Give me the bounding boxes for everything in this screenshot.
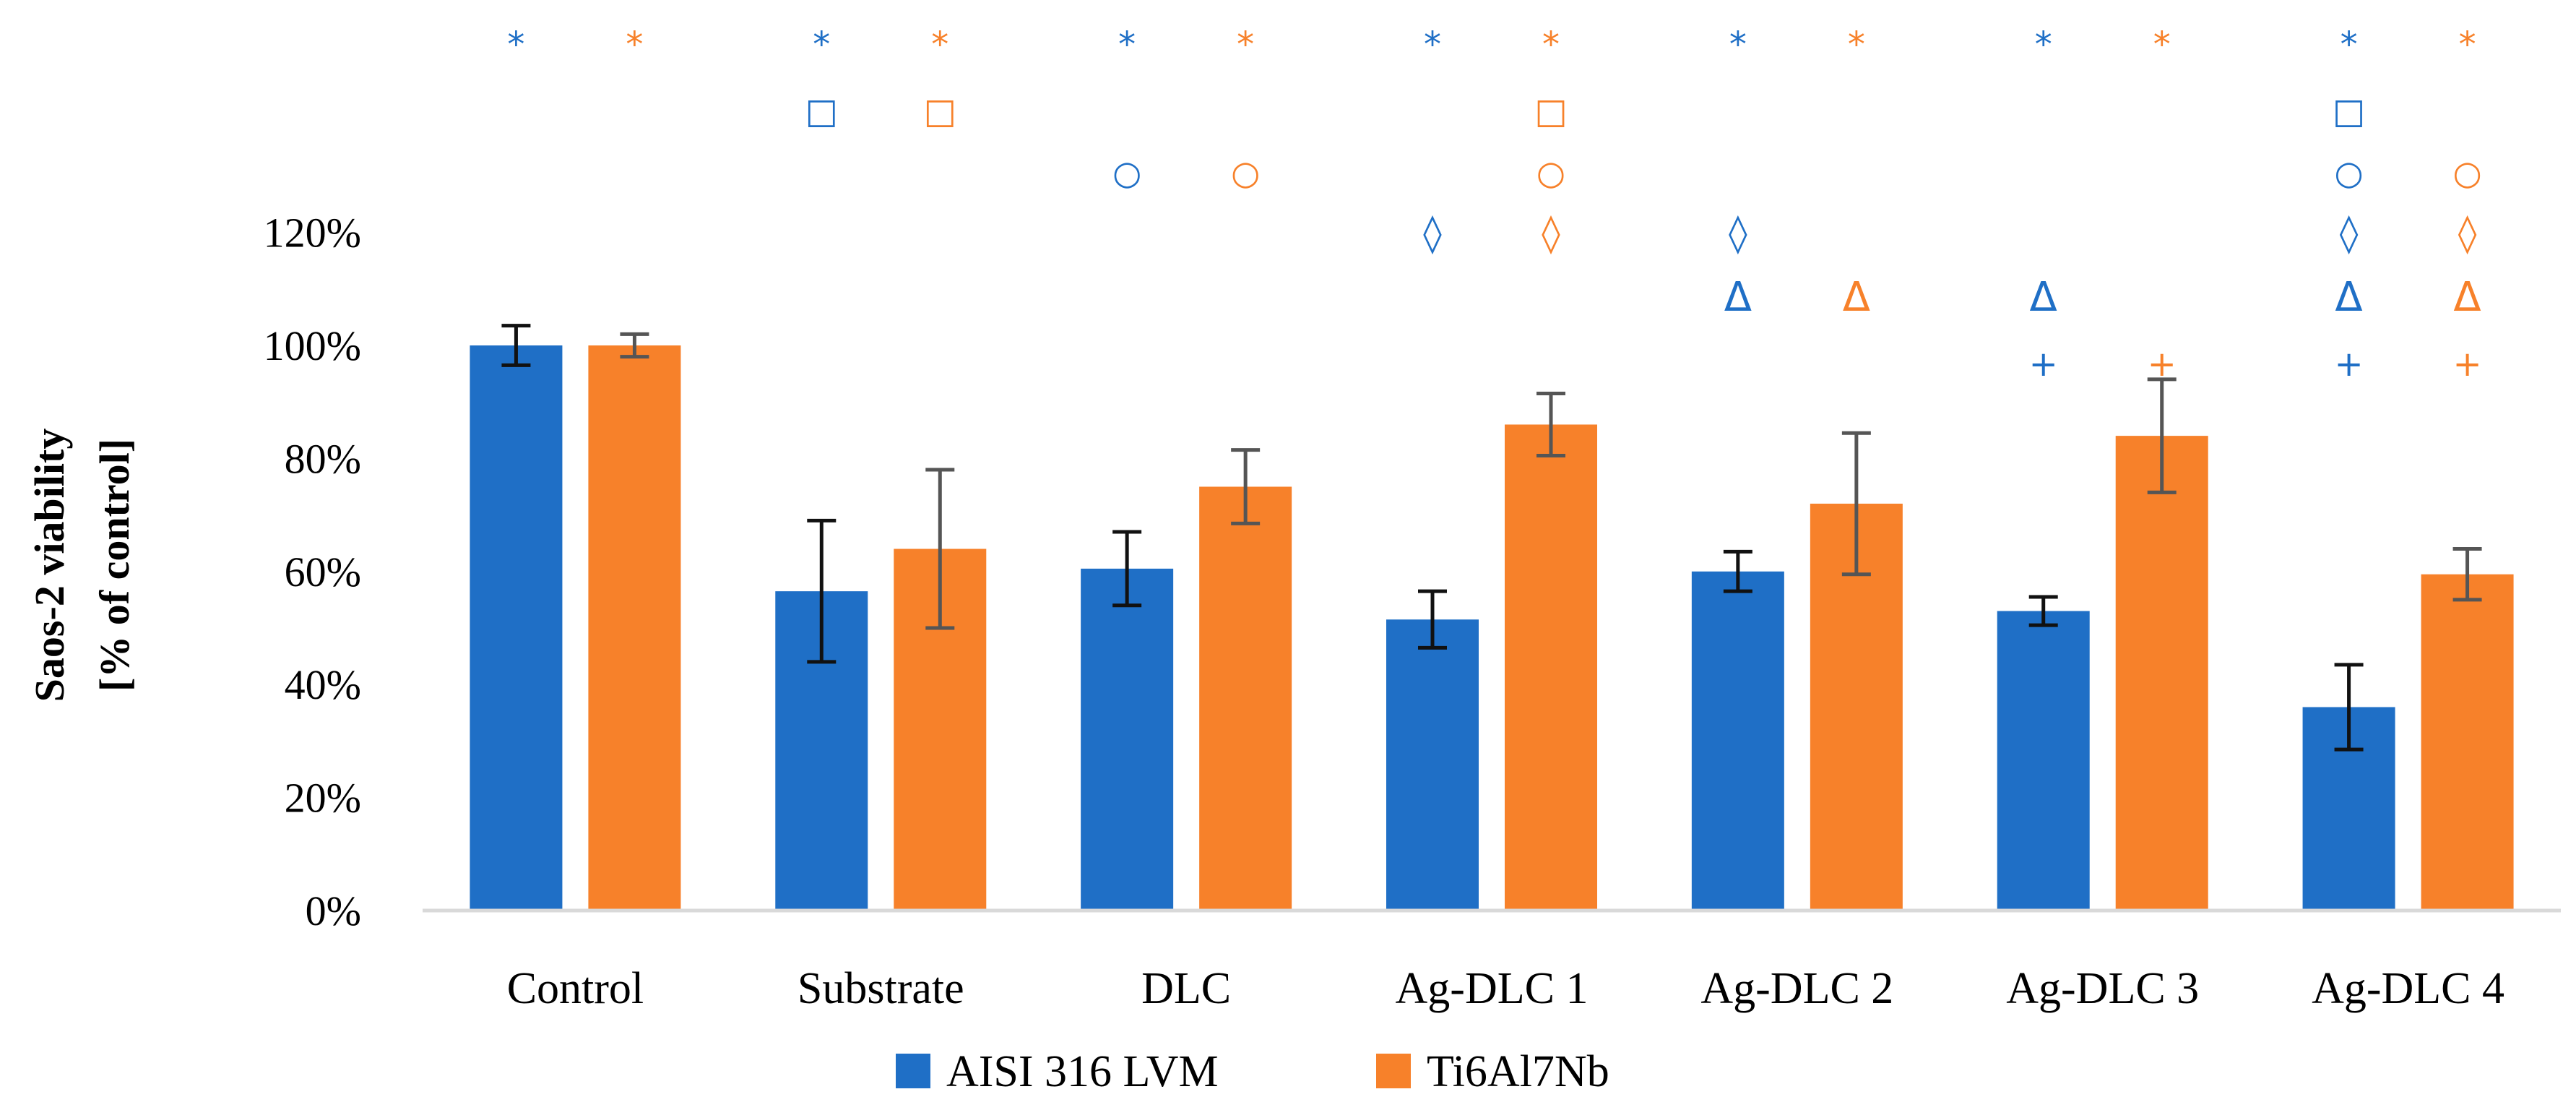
error-bar: [1231, 448, 1261, 525]
significance-mark: Δ: [2453, 274, 2481, 321]
legend: AISI 316 LVM Ti6Al7Nb: [896, 1047, 1609, 1096]
significance-mark: ◊: [1542, 212, 1560, 255]
bar-aisi-2: [1081, 568, 1174, 911]
y-tick-label: 100%: [264, 322, 361, 369]
significance-mark: *: [931, 25, 948, 65]
bar-ti-0: [588, 345, 681, 911]
error-bar: [1112, 530, 1142, 608]
legend-item: Ti6Al7Nb: [1376, 1047, 1609, 1096]
legend-item: AISI 316 LVM: [896, 1047, 1219, 1096]
significance-mark: *: [1542, 25, 1560, 65]
significance-mark: Δ: [2030, 274, 2057, 321]
error-bar: [1536, 391, 1565, 457]
significance-markers: * * * □ * □ * ○ * ○ * ◊ * □ ○ ◊ * ◊ Δ * Δ * Δ + * + * □ ○ ◊ Δ + * ○ ◊ Δ +: [507, 25, 2481, 384]
y-axis-label: Saos-2 viability [% of control]: [26, 429, 138, 702]
significance-mark: ○: [1112, 153, 1141, 192]
significance-mark: *: [2459, 25, 2476, 65]
significance-mark: □: [1534, 91, 1567, 132]
significance-mark: ◊: [1423, 212, 1442, 255]
x-tick-label: DLC: [1141, 964, 1231, 1013]
legend-swatch: [896, 1054, 930, 1088]
error-bar: [2452, 547, 2482, 602]
significance-mark: □: [2333, 91, 2365, 132]
error-bar: [1723, 549, 1752, 593]
bar-aisi-3: [1386, 619, 1479, 911]
significance-mark: *: [1424, 25, 1441, 65]
error-bar: [2147, 377, 2177, 494]
significance-mark: ○: [1536, 153, 1565, 192]
error-bar: [501, 324, 531, 367]
x-axis-tick-labels: Control Substrate DLC Ag-DLC 1 Ag-DLC 2 Ag-DL…: [507, 964, 2504, 1013]
significance-mark: ○: [2453, 153, 2482, 192]
significance-mark: *: [1118, 25, 1136, 65]
significance-mark: *: [813, 25, 830, 65]
significance-mark: *: [626, 25, 643, 65]
significance-mark: Δ: [1843, 274, 1870, 321]
error-bar: [2028, 595, 2058, 627]
legend-label: AISI 316 LVM: [946, 1047, 1219, 1096]
error-bars: [501, 324, 2482, 752]
y-axis-label-line2: [% of control]: [91, 439, 138, 692]
bars: [470, 345, 2514, 911]
error-bar: [807, 518, 837, 664]
y-tick-label: 20%: [285, 775, 361, 822]
x-tick-label: Control: [507, 964, 644, 1013]
y-tick-label: 40%: [285, 661, 361, 708]
bar-ti-6: [2421, 574, 2514, 911]
bar-ti-3: [1505, 424, 1597, 911]
significance-mark: +: [2029, 344, 2058, 384]
significance-mark: ○: [2335, 153, 2364, 192]
error-bar: [620, 332, 649, 359]
legend-label: Ti6Al7Nb: [1427, 1047, 1609, 1096]
significance-mark: +: [2334, 344, 2363, 384]
bar-aisi-4: [1691, 571, 1784, 911]
bar-ti-2: [1199, 486, 1292, 911]
significance-mark: Δ: [2335, 274, 2362, 321]
significance-mark: ◊: [1729, 212, 1747, 255]
y-tick-label: 60%: [285, 548, 361, 595]
y-tick-label: 120%: [264, 210, 361, 257]
y-axis-label-line1: Saos-2 viability: [26, 429, 73, 702]
significance-mark: *: [507, 25, 524, 65]
bar-aisi-0: [470, 345, 563, 911]
y-axis-ticks: 0% 20% 40% 60% 80% 100% 120%: [264, 210, 361, 934]
significance-mark: Δ: [1724, 274, 1752, 321]
y-tick-label: 0%: [306, 887, 361, 934]
error-bar: [1841, 431, 1871, 577]
error-bar: [1418, 589, 1447, 650]
significance-mark: □: [805, 91, 838, 132]
x-tick-label: Ag-DLC 4: [2312, 964, 2504, 1013]
x-tick-label: Ag-DLC 1: [1396, 964, 1589, 1013]
significance-mark: *: [2153, 25, 2171, 65]
significance-mark: *: [1729, 25, 1747, 65]
bar-ti-5: [2115, 436, 2208, 911]
y-tick-label: 80%: [285, 435, 361, 482]
significance-mark: *: [2035, 25, 2052, 65]
significance-mark: +: [2452, 344, 2481, 384]
significance-mark: ◊: [2340, 212, 2359, 255]
x-tick-label: Substrate: [798, 964, 964, 1013]
x-tick-label: Ag-DLC 2: [1700, 964, 1893, 1013]
significance-mark: +: [2148, 344, 2177, 384]
significance-mark: ◊: [2458, 212, 2477, 255]
significance-mark: *: [1848, 25, 1865, 65]
significance-mark: *: [1237, 25, 1254, 65]
error-bar: [2334, 663, 2364, 752]
bar-aisi-5: [1997, 611, 2090, 911]
error-bar: [925, 468, 955, 630]
significance-mark: ○: [1231, 153, 1260, 192]
significance-mark: □: [924, 91, 956, 132]
x-tick-label: Ag-DLC 3: [2006, 964, 2199, 1013]
legend-swatch: [1376, 1054, 1411, 1088]
significance-mark: *: [2341, 25, 2358, 65]
